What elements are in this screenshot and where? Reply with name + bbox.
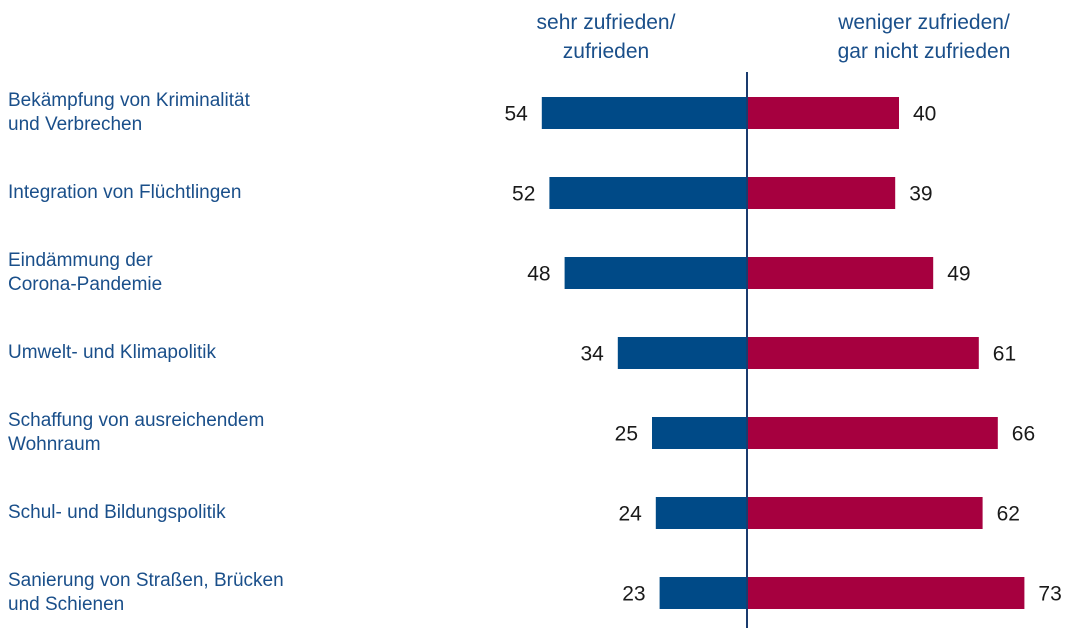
value-label: 73: [1038, 583, 1061, 606]
value-label: 49: [947, 263, 970, 286]
value-label: 34: [580, 343, 604, 366]
category-label: Eindämmung der Corona-Pandemie: [8, 250, 163, 295]
value-label: 66: [1012, 423, 1035, 446]
series-header: sehr zufrieden/ zufrieden: [536, 11, 676, 63]
bar: [549, 177, 747, 209]
series-header: weniger zufrieden/ gar nicht zufrieden: [837, 11, 1011, 63]
category-label: Schaffung von ausreichendem Wohnraum: [8, 410, 265, 455]
category-label: Sanierung von Straßen, Brücken und Schie…: [8, 570, 284, 615]
category-label: Umwelt- und Klimapolitik: [8, 342, 217, 363]
value-label: 62: [997, 503, 1020, 526]
bar: [655, 497, 747, 529]
value-label: 48: [527, 263, 550, 286]
bar: [617, 337, 747, 369]
value-label: 61: [993, 343, 1016, 366]
category-label: Integration von Flüchtlingen: [8, 182, 242, 203]
bar: [652, 417, 747, 449]
bar: [541, 97, 747, 129]
value-label: 25: [615, 423, 638, 446]
value-label: 40: [913, 103, 936, 126]
bar: [564, 257, 747, 289]
bar: [747, 577, 1025, 609]
bar: [747, 97, 899, 129]
value-label: 52: [512, 183, 535, 206]
value-label: 54: [504, 103, 528, 126]
category-label: Bekämpfung von Kriminalität und Verbrech…: [8, 90, 250, 135]
bar: [747, 497, 983, 529]
value-label: 23: [622, 583, 645, 606]
bar: [747, 257, 934, 289]
category-label: Schul- und Bildungspolitik: [8, 502, 226, 523]
bar: [747, 337, 979, 369]
bar: [659, 577, 747, 609]
value-label: 24: [618, 503, 642, 526]
value-label: 39: [909, 183, 932, 206]
bar: [747, 417, 998, 449]
bar: [747, 177, 896, 209]
